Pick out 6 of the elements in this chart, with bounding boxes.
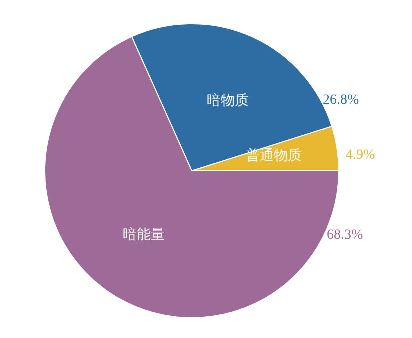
data-label: 4.9%: [346, 148, 376, 163]
data-label: 26.8%: [323, 93, 360, 108]
slice-label: 暗能量: [123, 227, 165, 243]
data-label: 68.3%: [327, 228, 364, 243]
slice-label: 普通物质: [246, 147, 302, 164]
slice-label: 暗物质: [207, 93, 249, 109]
